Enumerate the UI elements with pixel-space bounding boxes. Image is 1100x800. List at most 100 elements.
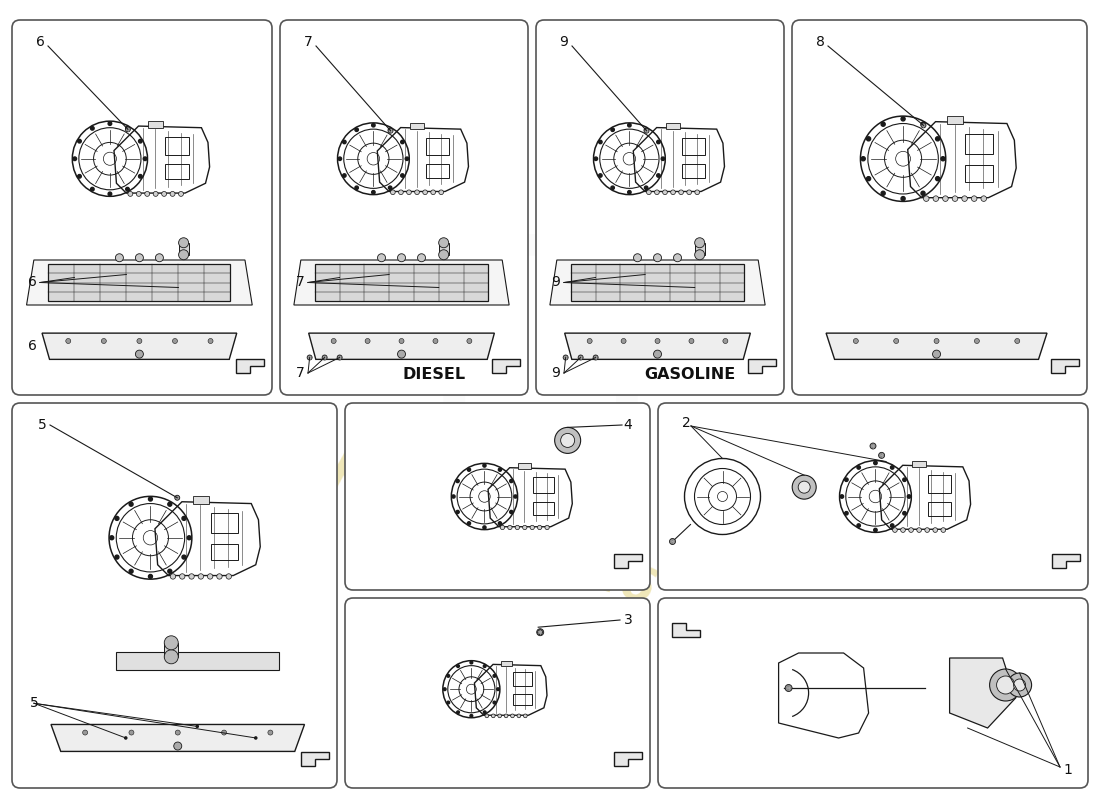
Circle shape	[390, 190, 395, 194]
Circle shape	[1013, 679, 1025, 691]
Circle shape	[66, 338, 70, 343]
Text: DIESEL: DIESEL	[403, 367, 465, 382]
Circle shape	[397, 254, 406, 262]
Text: 9: 9	[551, 366, 560, 380]
Bar	[965, 166, 993, 182]
Text: 7: 7	[296, 275, 305, 290]
Bar	[439, 242, 449, 254]
Circle shape	[153, 191, 158, 196]
Bar	[927, 502, 952, 516]
FancyBboxPatch shape	[280, 20, 528, 395]
Circle shape	[921, 191, 925, 195]
Bar	[532, 477, 554, 493]
Circle shape	[227, 574, 231, 579]
Circle shape	[178, 250, 188, 260]
Circle shape	[514, 495, 517, 498]
Text: GASOLINE: GASOLINE	[645, 367, 736, 382]
Circle shape	[198, 574, 204, 579]
Polygon shape	[42, 333, 236, 359]
Circle shape	[182, 517, 186, 520]
Circle shape	[879, 452, 884, 458]
Circle shape	[901, 528, 905, 532]
Circle shape	[610, 128, 614, 131]
Circle shape	[587, 338, 592, 343]
Circle shape	[405, 157, 408, 161]
Circle shape	[854, 338, 858, 343]
Circle shape	[695, 238, 705, 248]
Circle shape	[164, 636, 178, 650]
Circle shape	[136, 191, 141, 196]
Polygon shape	[672, 623, 701, 638]
Text: 6: 6	[35, 35, 44, 49]
Circle shape	[221, 730, 227, 735]
Circle shape	[116, 254, 123, 262]
Circle shape	[598, 174, 602, 178]
FancyBboxPatch shape	[345, 403, 650, 590]
Circle shape	[891, 524, 894, 527]
Bar	[48, 264, 230, 302]
Circle shape	[943, 196, 948, 202]
Circle shape	[470, 714, 473, 718]
Circle shape	[398, 190, 404, 194]
Circle shape	[439, 250, 449, 260]
Polygon shape	[949, 658, 1015, 728]
Bar	[571, 264, 745, 302]
Circle shape	[447, 674, 450, 678]
Circle shape	[628, 190, 631, 194]
Circle shape	[483, 464, 486, 467]
Circle shape	[610, 186, 614, 190]
Circle shape	[517, 714, 520, 718]
Polygon shape	[1052, 554, 1080, 568]
Circle shape	[654, 190, 659, 194]
Circle shape	[936, 137, 939, 141]
Circle shape	[182, 555, 186, 559]
Circle shape	[433, 338, 438, 343]
Polygon shape	[614, 554, 642, 568]
Circle shape	[785, 685, 792, 691]
Text: 7: 7	[296, 366, 305, 380]
Circle shape	[508, 526, 513, 530]
Circle shape	[443, 688, 447, 690]
Circle shape	[196, 725, 199, 728]
Text: 4: 4	[624, 418, 632, 432]
Circle shape	[901, 117, 905, 121]
Polygon shape	[564, 333, 750, 359]
Circle shape	[934, 338, 939, 343]
Text: 1: 1	[1064, 763, 1072, 777]
Circle shape	[407, 190, 411, 194]
Text: 5: 5	[30, 696, 38, 710]
Circle shape	[338, 157, 342, 161]
Bar	[178, 242, 188, 254]
Circle shape	[695, 190, 700, 194]
Circle shape	[355, 186, 359, 190]
FancyBboxPatch shape	[12, 403, 337, 788]
Circle shape	[628, 123, 631, 127]
Bar	[927, 475, 952, 493]
FancyBboxPatch shape	[658, 598, 1088, 788]
Circle shape	[322, 355, 327, 360]
Circle shape	[101, 338, 107, 343]
Circle shape	[538, 526, 542, 530]
Circle shape	[168, 570, 172, 574]
Circle shape	[372, 123, 375, 127]
Circle shape	[881, 122, 886, 126]
FancyBboxPatch shape	[12, 20, 272, 395]
Polygon shape	[614, 752, 642, 766]
Circle shape	[399, 338, 404, 343]
Circle shape	[175, 495, 179, 500]
Circle shape	[125, 127, 131, 132]
Circle shape	[135, 254, 143, 262]
Circle shape	[90, 126, 95, 130]
Circle shape	[634, 254, 641, 262]
Circle shape	[903, 511, 906, 515]
Polygon shape	[550, 260, 766, 305]
Circle shape	[538, 630, 542, 634]
Circle shape	[921, 123, 926, 128]
Text: 3: 3	[624, 613, 632, 627]
Bar	[532, 502, 554, 514]
Circle shape	[178, 238, 188, 248]
Circle shape	[400, 174, 404, 178]
Circle shape	[903, 478, 906, 482]
Bar	[165, 165, 189, 179]
Circle shape	[657, 140, 660, 144]
